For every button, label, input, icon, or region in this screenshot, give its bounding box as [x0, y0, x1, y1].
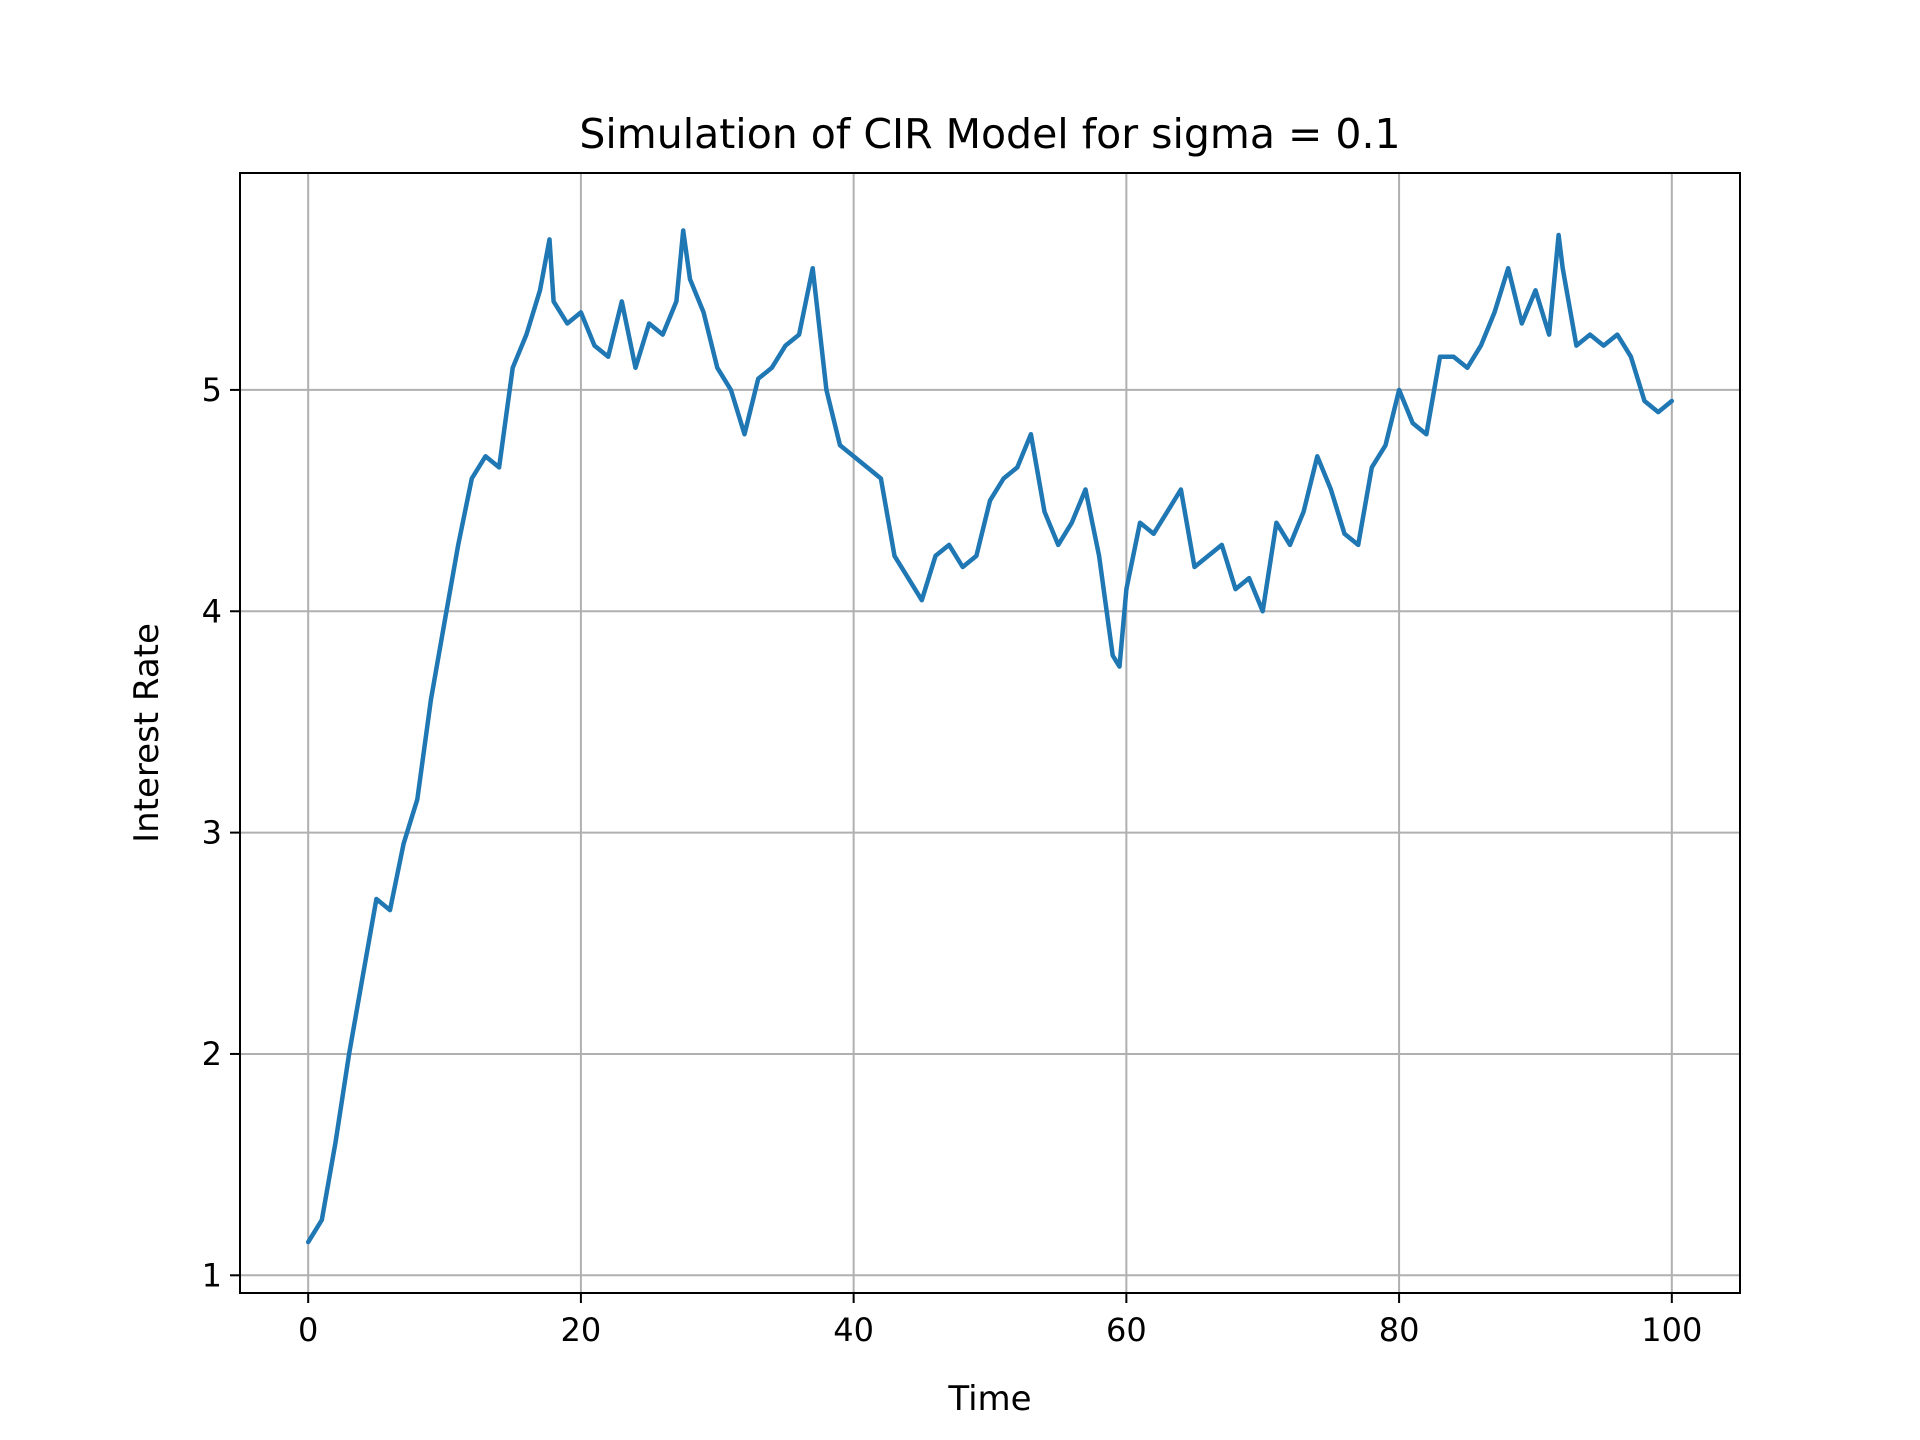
x-tick-label: 20 — [561, 1311, 602, 1349]
y-tick-label: 2 — [202, 1035, 222, 1073]
y-tick-label: 4 — [202, 592, 222, 630]
x-tick-label: 80 — [1379, 1311, 1420, 1349]
plot-frame — [239, 172, 1741, 1294]
series-layer — [305, 228, 1675, 1245]
chart-title: Simulation of CIR Model for sigma = 0.1 — [579, 110, 1400, 158]
series-line — [305, 228, 1675, 1245]
y-axis: 1 2 3 4 5 — [202, 371, 240, 1294]
y-tick-label: 3 — [202, 814, 222, 852]
grid-layer — [240, 173, 1740, 1293]
x-tick-label: 60 — [1106, 1311, 1147, 1349]
y-axis-label: Interest Rate — [127, 623, 167, 843]
x-tick-label: 100 — [1641, 1311, 1702, 1349]
x-axis-label: Time — [947, 1379, 1031, 1419]
x-axis: 0 20 40 60 80 100 — [298, 1293, 1702, 1349]
x-tick-label: 40 — [833, 1311, 874, 1349]
y-tick-label: 5 — [202, 371, 222, 409]
x-tick-label: 0 — [298, 1311, 318, 1349]
y-tick-label: 1 — [202, 1256, 222, 1294]
